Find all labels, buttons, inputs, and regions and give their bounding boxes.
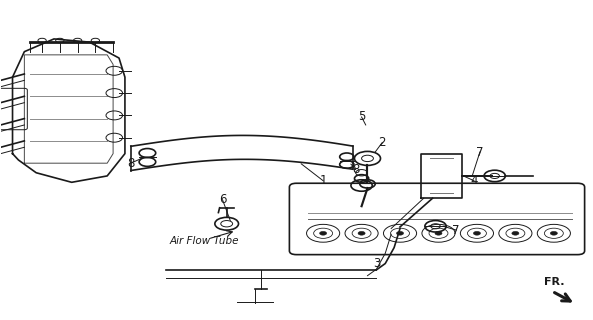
Circle shape <box>397 231 404 235</box>
Text: 7: 7 <box>452 224 460 236</box>
Text: 5: 5 <box>358 110 365 124</box>
Text: 7: 7 <box>476 146 484 158</box>
Circle shape <box>550 231 557 235</box>
Circle shape <box>473 231 480 235</box>
Circle shape <box>512 231 519 235</box>
Text: FR.: FR. <box>544 277 564 287</box>
Text: 6: 6 <box>219 193 227 206</box>
Text: Air Flow Tube: Air Flow Tube <box>170 236 239 246</box>
Circle shape <box>358 231 365 235</box>
Text: 2: 2 <box>378 136 386 149</box>
Text: 4: 4 <box>470 174 478 187</box>
Circle shape <box>435 231 442 235</box>
Text: 8: 8 <box>352 163 359 176</box>
Text: 1: 1 <box>320 174 327 187</box>
Text: 8: 8 <box>127 157 135 170</box>
Circle shape <box>320 231 327 235</box>
Text: 3: 3 <box>372 257 380 270</box>
